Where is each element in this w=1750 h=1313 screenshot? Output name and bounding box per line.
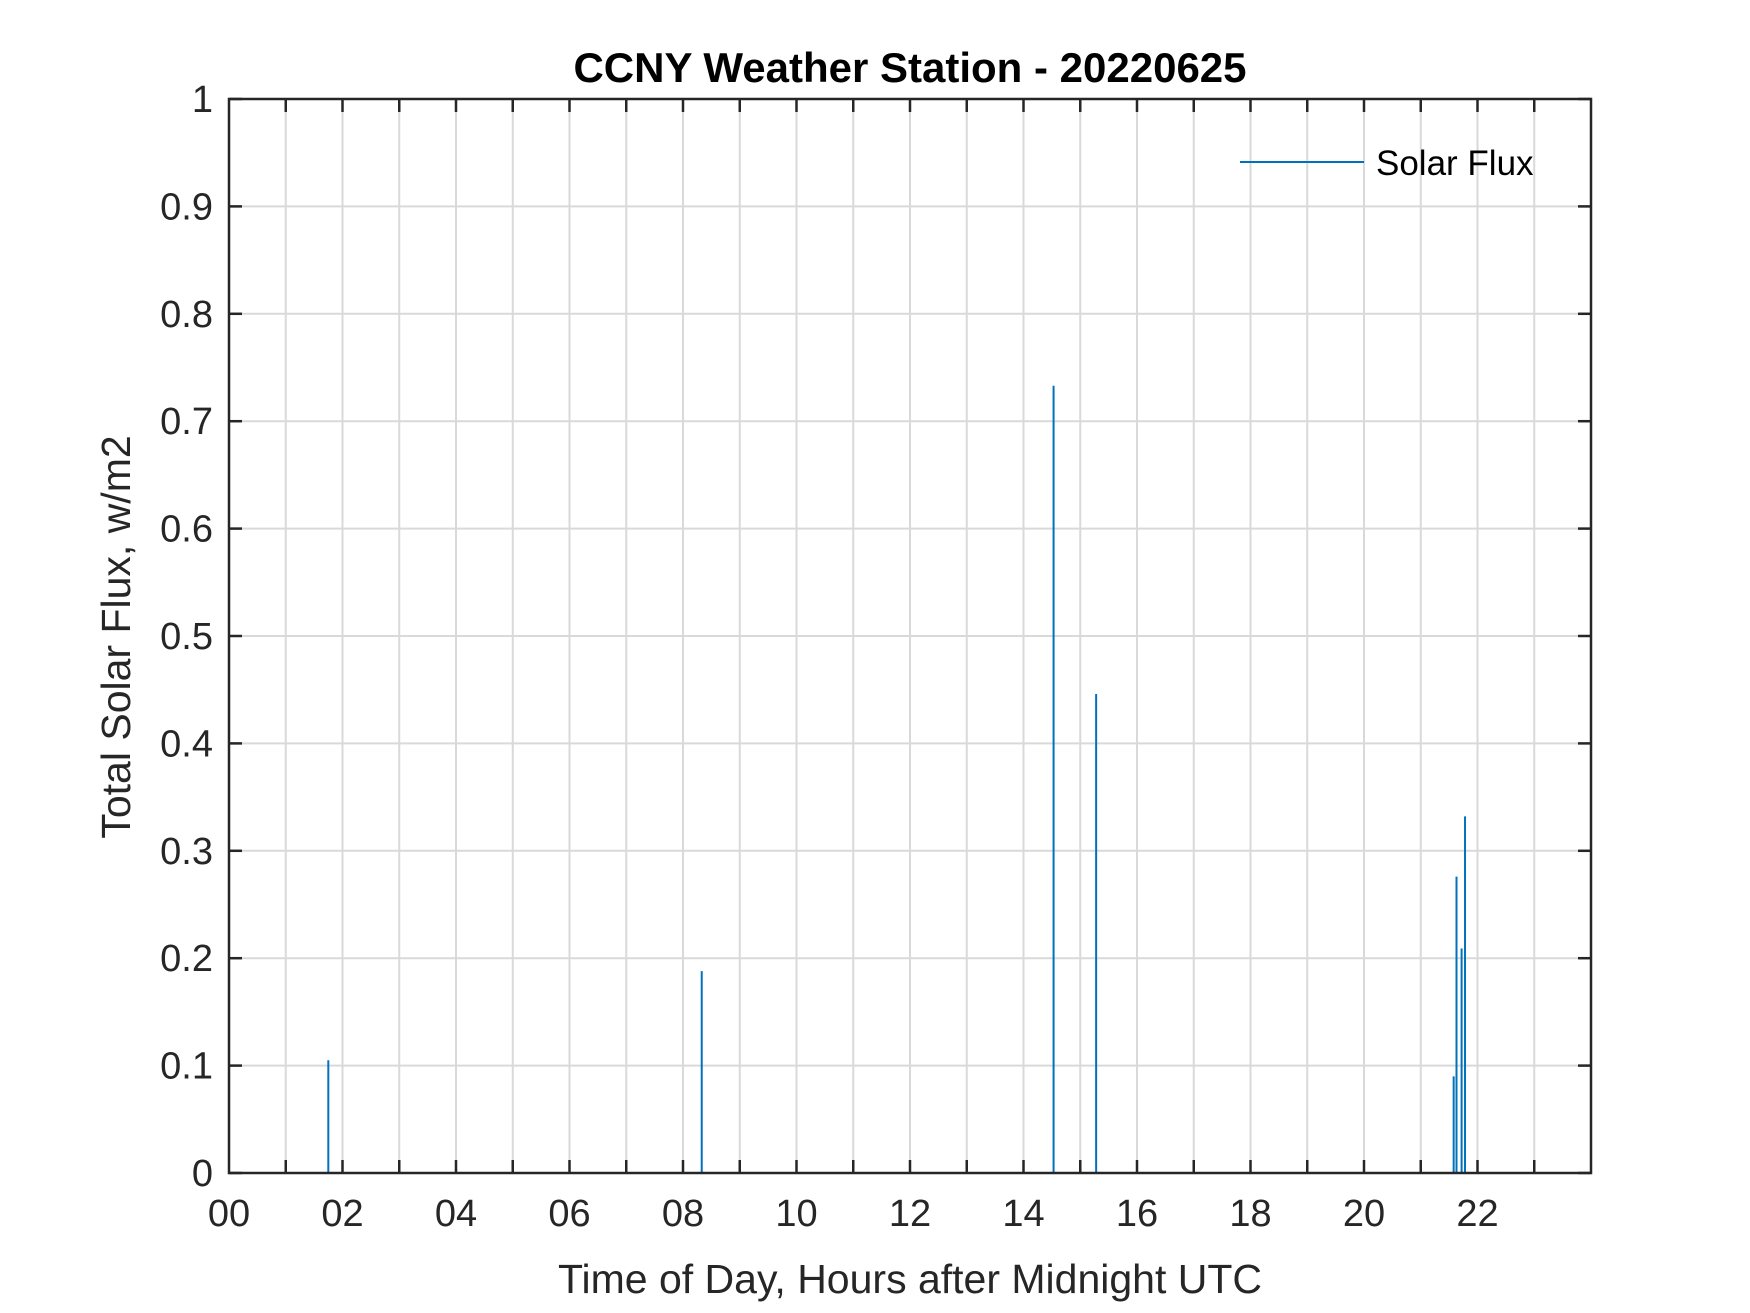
chart-title: CCNY Weather Station - 20220625 <box>573 44 1246 91</box>
x-tick-label: 06 <box>548 1193 590 1235</box>
y-tick-label: 0 <box>192 1153 213 1195</box>
y-tick-label: 0.6 <box>160 509 213 551</box>
y-tick-label: 0.8 <box>160 294 213 336</box>
y-axis-label: Total Solar Flux, w/m2 <box>93 435 139 838</box>
grid-layer <box>229 99 1591 1173</box>
x-tick-label: 00 <box>208 1193 250 1235</box>
axes-layer: 00 02 04 06 08 10 12 14 16 18 20 22 0 0.1 0.2 0.3 0.4 0.5… <box>160 79 1593 1235</box>
x-tick-label: 14 <box>1002 1193 1044 1235</box>
legend: Solar Flux <box>1240 144 1534 183</box>
y-tick-label: 0.3 <box>160 831 213 873</box>
x-tick-label: 02 <box>321 1193 363 1235</box>
x-tick-label: 04 <box>435 1193 477 1235</box>
y-tick-label: 0.7 <box>160 401 213 443</box>
y-tick-label: 0.2 <box>160 938 213 980</box>
x-tick-label: 20 <box>1343 1193 1385 1235</box>
x-tick-label: 18 <box>1229 1193 1271 1235</box>
x-tick-label: 10 <box>775 1193 817 1235</box>
y-tick-label: 1 <box>192 79 213 121</box>
x-axis-label: Time of Day, Hours after Midnight UTC <box>558 1256 1262 1302</box>
x-tick-label: 08 <box>662 1193 704 1235</box>
legend-label: Solar Flux <box>1376 144 1534 183</box>
x-tick-label: 12 <box>889 1193 931 1235</box>
y-tick-label: 0.9 <box>160 186 213 228</box>
x-tick-label: 16 <box>1116 1193 1158 1235</box>
y-tick-label: 0.5 <box>160 616 213 658</box>
y-tick-label: 0.1 <box>160 1046 213 1088</box>
y-tick-label: 0.4 <box>160 723 213 765</box>
x-tick-label: 22 <box>1456 1193 1498 1235</box>
series-layer <box>327 385 1467 1173</box>
